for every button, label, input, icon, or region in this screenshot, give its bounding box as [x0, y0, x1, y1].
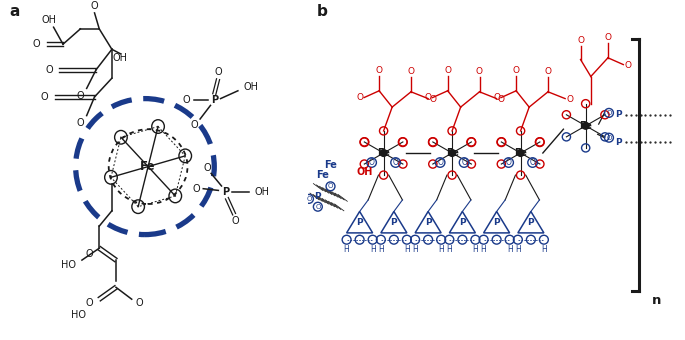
- Text: O: O: [437, 158, 443, 167]
- Text: P: P: [527, 218, 534, 227]
- Text: Fe: Fe: [140, 160, 156, 173]
- Text: OH: OH: [357, 167, 373, 177]
- Text: P: P: [314, 192, 321, 201]
- Text: Fe: Fe: [316, 170, 329, 180]
- Text: H: H: [370, 245, 375, 254]
- Text: P: P: [459, 218, 466, 227]
- Text: O: O: [232, 216, 239, 226]
- Text: O: O: [136, 298, 143, 308]
- Text: P: P: [390, 218, 397, 227]
- Text: OH: OH: [243, 82, 258, 92]
- Text: P: P: [222, 187, 229, 197]
- Text: O: O: [45, 65, 53, 75]
- Text: O: O: [461, 158, 467, 167]
- Text: Fe: Fe: [377, 148, 390, 158]
- Text: O: O: [77, 91, 84, 101]
- Text: O: O: [85, 249, 92, 259]
- Circle shape: [517, 150, 524, 156]
- Text: P: P: [425, 218, 432, 227]
- Circle shape: [380, 150, 387, 156]
- Text: O: O: [393, 158, 399, 167]
- Text: H: H: [507, 245, 512, 254]
- Text: O: O: [425, 93, 432, 102]
- Text: O: O: [530, 158, 536, 167]
- Text: H: H: [412, 245, 418, 254]
- Text: Fe: Fe: [514, 148, 527, 158]
- Text: P: P: [615, 138, 621, 147]
- Text: OH: OH: [41, 15, 56, 25]
- Text: P: P: [493, 218, 500, 227]
- Text: H: H: [515, 245, 521, 254]
- Text: O: O: [408, 67, 414, 76]
- Text: O: O: [183, 95, 190, 105]
- Text: a: a: [10, 4, 20, 19]
- Text: O: O: [369, 158, 375, 167]
- Text: O: O: [215, 67, 223, 78]
- Text: H: H: [344, 245, 349, 254]
- Text: O: O: [375, 66, 383, 75]
- Text: O: O: [566, 95, 573, 104]
- Text: P: P: [356, 218, 363, 227]
- Text: H: H: [378, 245, 384, 254]
- Text: O: O: [476, 67, 483, 76]
- Text: O: O: [497, 95, 505, 104]
- Text: O: O: [444, 66, 451, 75]
- Text: P: P: [211, 95, 218, 105]
- Text: H: H: [447, 245, 452, 254]
- Circle shape: [449, 150, 456, 156]
- Text: O: O: [191, 120, 199, 130]
- Text: HO: HO: [71, 309, 86, 320]
- Text: H: H: [404, 245, 410, 254]
- Circle shape: [582, 122, 589, 129]
- Text: O: O: [41, 92, 49, 102]
- Text: H: H: [473, 245, 478, 254]
- Text: n: n: [652, 294, 661, 307]
- Text: H: H: [481, 245, 486, 254]
- Text: O: O: [90, 1, 99, 11]
- Text: O: O: [429, 95, 436, 104]
- Text: Fe: Fe: [324, 160, 337, 170]
- Text: O: O: [315, 204, 321, 210]
- Text: b: b: [316, 4, 327, 19]
- Text: O: O: [493, 93, 500, 102]
- Text: H: H: [438, 245, 444, 254]
- Text: P: P: [615, 110, 621, 119]
- Text: HO: HO: [61, 260, 76, 270]
- Text: O: O: [32, 39, 40, 49]
- Text: OH: OH: [113, 53, 128, 63]
- Text: O: O: [606, 135, 612, 141]
- Text: H: H: [541, 245, 547, 254]
- Text: OH: OH: [254, 187, 269, 197]
- Text: O: O: [192, 184, 200, 194]
- Text: O: O: [577, 36, 584, 45]
- Text: O: O: [606, 110, 612, 116]
- Text: O: O: [77, 118, 84, 128]
- Text: O: O: [506, 158, 512, 167]
- Text: O: O: [512, 66, 520, 75]
- Text: O: O: [328, 183, 333, 189]
- Text: Fe: Fe: [580, 121, 592, 131]
- Text: O: O: [604, 33, 612, 42]
- Text: O: O: [306, 196, 312, 202]
- Text: O: O: [203, 163, 211, 173]
- Text: Fe: Fe: [446, 148, 458, 158]
- Text: O: O: [356, 93, 363, 102]
- Text: O: O: [624, 61, 632, 70]
- Text: O: O: [545, 67, 551, 76]
- Text: O: O: [85, 298, 92, 308]
